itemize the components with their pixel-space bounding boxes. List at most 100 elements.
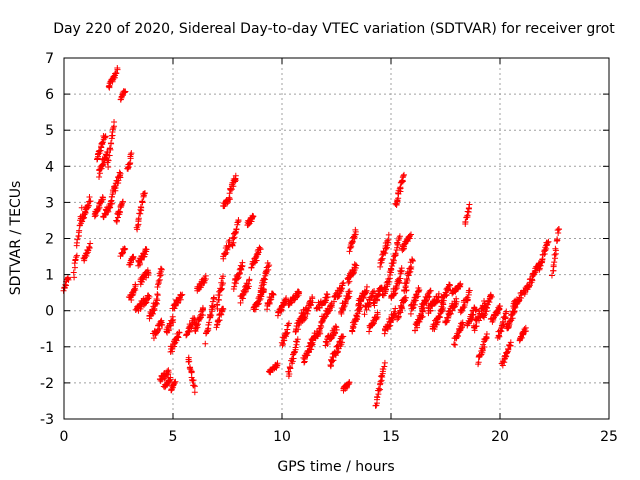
data-point: [505, 345, 512, 352]
data-point: [186, 365, 193, 372]
x-tick-label: 15: [382, 429, 400, 445]
data-point: [321, 298, 328, 305]
data-point: [317, 330, 324, 337]
data-point: [357, 297, 364, 304]
data-point: [172, 378, 179, 385]
y-axis-title: SDTVAR / TECUs: [8, 181, 24, 296]
data-point: [427, 307, 434, 314]
data-point: [185, 358, 192, 365]
data-point: [280, 341, 287, 348]
data-point: [190, 377, 197, 384]
data-point: [548, 272, 555, 279]
data-point: [435, 290, 442, 297]
data-point: [96, 174, 103, 181]
data-point: [294, 338, 301, 345]
y-tick-label: 6: [45, 87, 54, 103]
data-point: [408, 264, 415, 271]
data-point: [111, 118, 118, 125]
data-point: [220, 280, 227, 287]
data-point: [286, 370, 293, 377]
data-point: [554, 236, 561, 243]
data-point: [388, 315, 395, 322]
data-point: [461, 302, 468, 309]
data-point: [171, 341, 178, 347]
data-point: [232, 178, 239, 185]
data-point: [134, 226, 141, 233]
x-tick-label: 20: [491, 429, 509, 445]
data-point: [151, 305, 158, 312]
data-point: [440, 297, 447, 304]
data-point: [116, 208, 123, 215]
data-point: [242, 288, 249, 295]
data-point: [346, 288, 353, 295]
data-point: [235, 274, 242, 281]
data-point: [518, 334, 525, 341]
data-point: [541, 250, 548, 257]
data-point: [137, 210, 144, 217]
data-point: [99, 162, 106, 169]
data-point: [65, 276, 72, 283]
data-point: [127, 159, 134, 166]
data-point: [551, 259, 558, 266]
data-point: [481, 312, 488, 319]
data-point: [426, 289, 433, 296]
data-point: [324, 291, 331, 298]
data-point: [292, 344, 299, 351]
data-point: [545, 238, 552, 245]
data-point: [154, 283, 161, 290]
x-tick-label: 10: [273, 429, 291, 445]
data-point: [369, 320, 376, 327]
x-axis-title: GPS time / hours: [277, 459, 394, 475]
data-point: [158, 265, 165, 272]
data-point: [108, 193, 115, 200]
data-point: [87, 198, 94, 205]
data-point: [226, 196, 233, 203]
data-point: [146, 293, 153, 300]
data-point: [439, 307, 446, 314]
data-point: [401, 243, 408, 250]
data-point: [386, 323, 393, 330]
data-point: [439, 300, 446, 307]
data-point: [128, 150, 135, 157]
data-point: [556, 226, 563, 233]
data-point: [100, 161, 107, 168]
y-tick-label: -1: [40, 340, 54, 356]
data-point: [544, 239, 551, 246]
data-point: [140, 192, 147, 199]
data-point: [188, 323, 195, 330]
data-point: [86, 194, 93, 201]
data-point: [397, 270, 404, 277]
data-point: [237, 299, 244, 306]
data-point: [454, 333, 461, 340]
data-point: [100, 194, 107, 201]
data-point: [87, 240, 94, 247]
data-point: [350, 324, 357, 331]
data-point: [142, 251, 149, 258]
data-point: [444, 287, 451, 294]
data-point: [481, 344, 488, 351]
data-point: [72, 257, 79, 264]
data-point: [374, 292, 381, 299]
data-point: [274, 312, 281, 319]
data-point: [75, 229, 82, 236]
data-point: [325, 308, 332, 315]
data-point: [265, 263, 272, 270]
data-point: [246, 277, 253, 284]
data-point: [218, 285, 225, 292]
data-point: [340, 279, 347, 286]
data-point: [183, 332, 190, 339]
data-point: [301, 359, 308, 366]
data-point: [145, 292, 152, 299]
data-point: [388, 266, 395, 273]
data-point: [165, 367, 172, 374]
data-point: [392, 251, 399, 258]
data-point: [227, 187, 234, 194]
data-point: [305, 307, 312, 314]
data-point: [400, 172, 407, 179]
y-tick-label: 0: [45, 304, 54, 320]
data-point: [225, 243, 232, 250]
data-point: [110, 73, 117, 80]
data-point: [205, 327, 212, 334]
data-point: [226, 237, 233, 244]
data-point: [153, 329, 160, 336]
